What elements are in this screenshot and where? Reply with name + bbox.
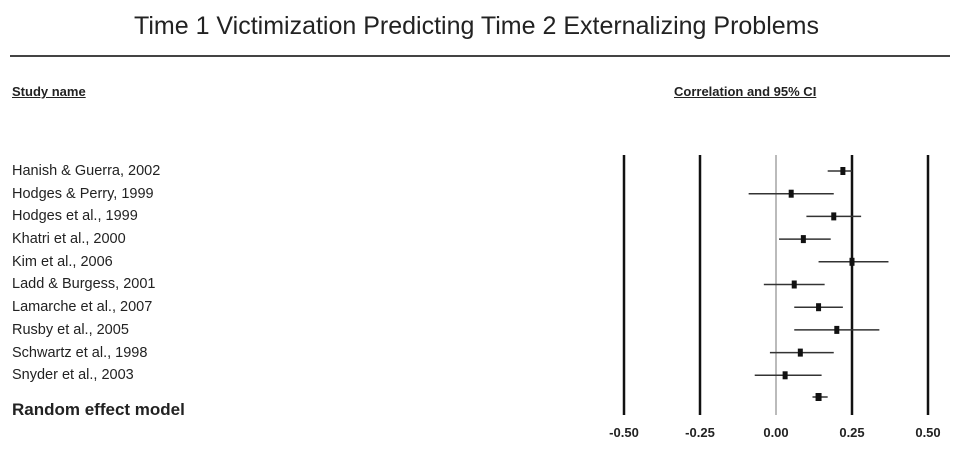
study-label: Hodges & Perry, 1999 [12, 185, 154, 202]
point-estimate [791, 280, 797, 289]
x-tick-label: 0.00 [763, 425, 788, 440]
point-estimate [782, 371, 788, 380]
study-label: Snyder et al., 2003 [12, 367, 134, 384]
study-list: Hanish & Guerra, 2002 Hodges & Perry, 19… [12, 160, 160, 387]
study-label: Kim et al., 2006 [12, 253, 113, 270]
point-estimate [840, 167, 846, 175]
point-estimate [797, 348, 803, 357]
point-estimate [831, 212, 837, 221]
random-effect-model-label: Random effect model [12, 400, 185, 419]
study-label: Ladd & Burgess, 2001 [12, 276, 156, 293]
point-estimate [800, 235, 806, 244]
title-divider [10, 55, 950, 57]
x-tick-label: -0.50 [609, 425, 639, 440]
point-estimate [834, 325, 840, 334]
study-label: Lamarche et al., 2007 [12, 299, 153, 316]
point-estimate [816, 303, 822, 312]
point-estimate [849, 257, 855, 266]
study-label: Rusby et al., 2005 [12, 321, 129, 338]
study-label: Hodges et al., 1999 [12, 208, 138, 225]
correlation-ci-header: Correlation and 95% CI [674, 84, 817, 99]
x-tick-label: 0.25 [839, 425, 864, 440]
study-label: Khatri et al., 2000 [12, 231, 126, 248]
summary-point-estimate [815, 393, 822, 401]
chart-title: Time 1 Victimization Predicting Time 2 E… [134, 12, 819, 40]
study-name-header: Study name [12, 84, 86, 99]
study-label: Schwartz et al., 1998 [12, 344, 148, 361]
point-estimate [788, 189, 794, 198]
study-label: Hanish & Guerra, 2002 [12, 163, 161, 179]
x-tick-label: 0.50 [915, 425, 940, 440]
x-tick-label: -0.25 [685, 425, 715, 440]
